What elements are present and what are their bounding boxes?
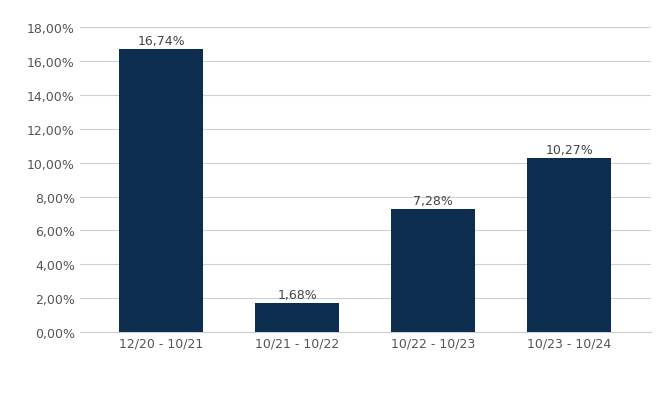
Bar [255,304,339,332]
Text: 1,68%: 1,68% [278,289,317,302]
Text: 10,27%: 10,27% [545,144,593,157]
Text: 16,74%: 16,74% [137,34,185,47]
Bar [527,159,612,332]
Bar [119,49,203,332]
Bar [391,209,475,332]
Text: 7,28%: 7,28% [413,194,453,207]
